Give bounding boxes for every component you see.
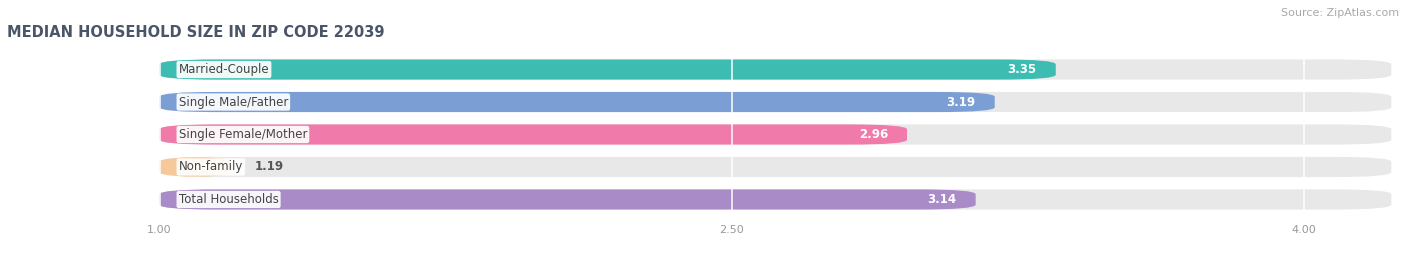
Text: 3.19: 3.19 <box>946 95 976 108</box>
FancyBboxPatch shape <box>159 92 1392 112</box>
Text: 2.96: 2.96 <box>859 128 889 141</box>
FancyBboxPatch shape <box>159 125 1392 144</box>
Text: Non-family: Non-family <box>179 161 243 174</box>
FancyBboxPatch shape <box>159 125 907 144</box>
FancyBboxPatch shape <box>159 157 1392 177</box>
Text: MEDIAN HOUSEHOLD SIZE IN ZIP CODE 22039: MEDIAN HOUSEHOLD SIZE IN ZIP CODE 22039 <box>7 25 384 40</box>
Text: Total Households: Total Households <box>179 193 278 206</box>
FancyBboxPatch shape <box>159 59 1392 80</box>
FancyBboxPatch shape <box>159 189 976 210</box>
Text: Single Female/Mother: Single Female/Mother <box>179 128 307 141</box>
Text: Single Male/Father: Single Male/Father <box>179 95 288 108</box>
FancyBboxPatch shape <box>159 189 1392 210</box>
FancyBboxPatch shape <box>159 157 232 177</box>
FancyBboxPatch shape <box>159 92 994 112</box>
Text: Married-Couple: Married-Couple <box>179 63 270 76</box>
Text: Source: ZipAtlas.com: Source: ZipAtlas.com <box>1281 8 1399 18</box>
FancyBboxPatch shape <box>159 59 1056 80</box>
Text: 1.19: 1.19 <box>254 161 284 174</box>
Text: 3.14: 3.14 <box>928 193 956 206</box>
Text: 3.35: 3.35 <box>1008 63 1036 76</box>
